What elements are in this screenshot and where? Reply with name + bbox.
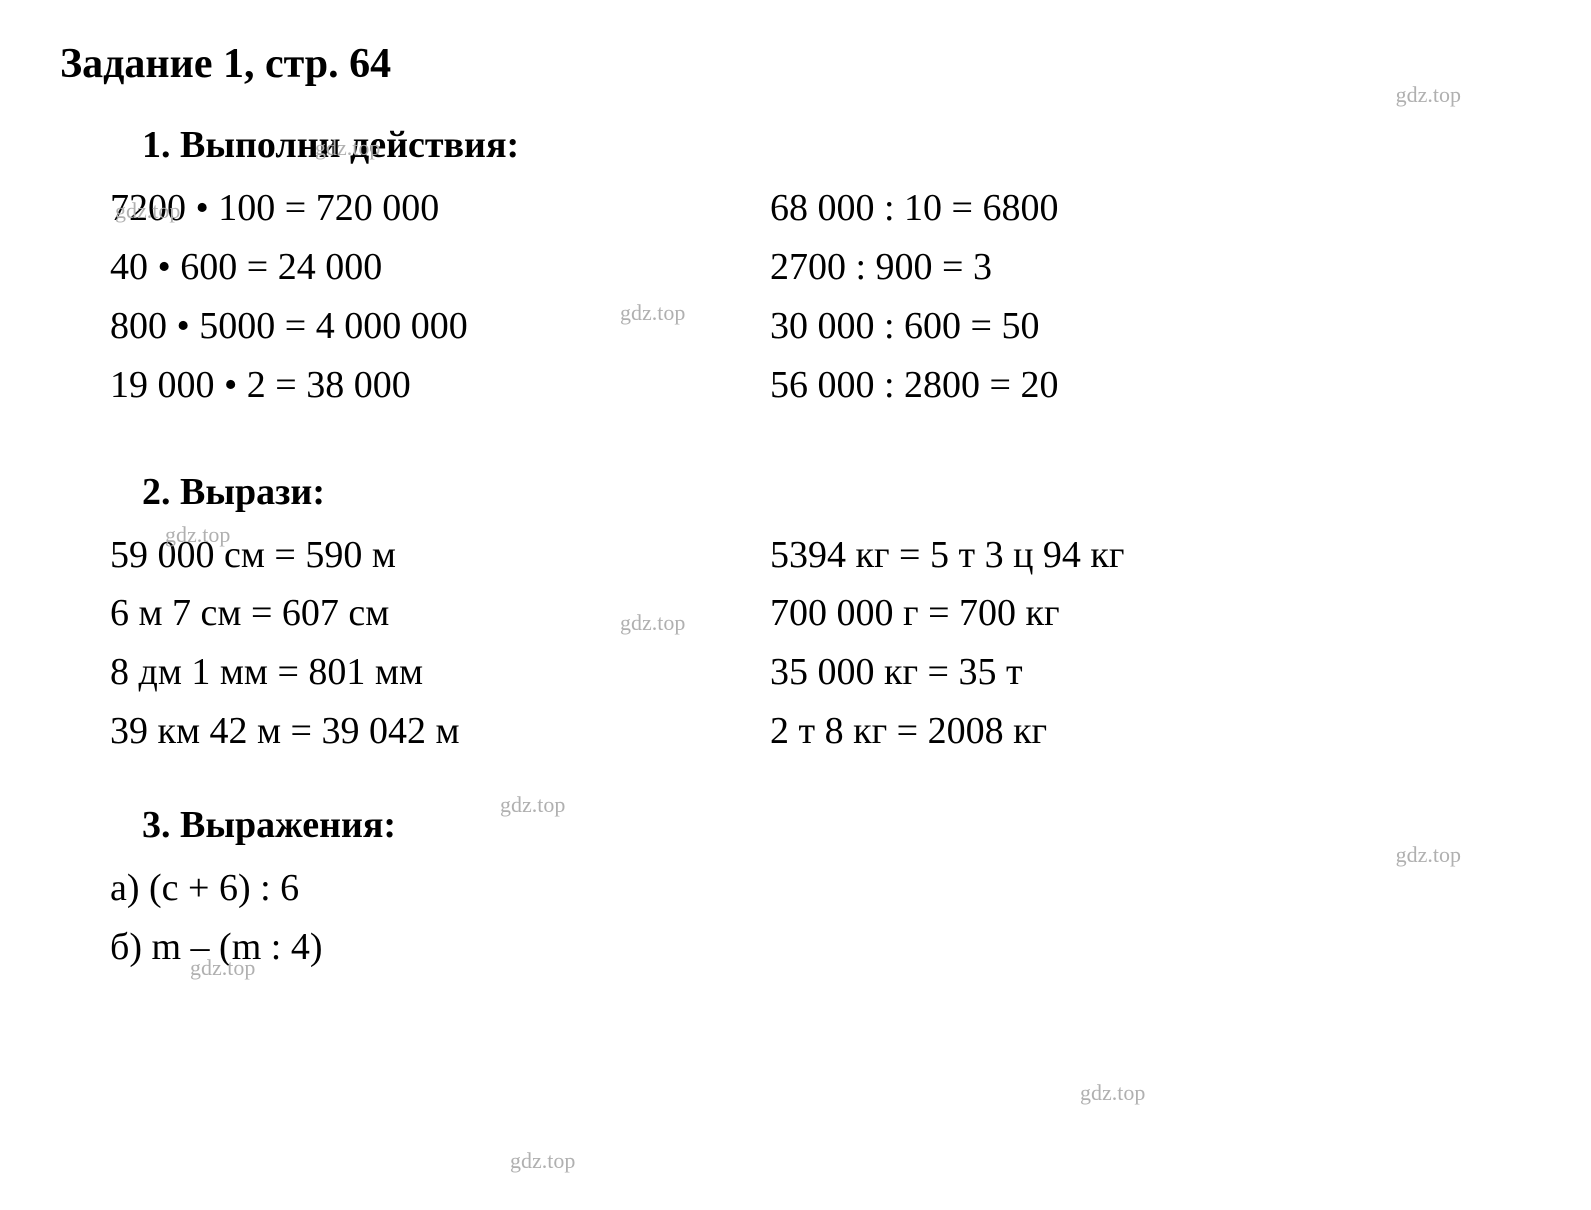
section-1-columns: 7200 • 100 = 720 000 40 • 600 = 24 000 8… (110, 179, 1531, 415)
section-1: 1. Выполни действия: 7200 • 100 = 720 00… (110, 123, 1531, 415)
conversion-line: 39 км 42 м = 39 042 м (110, 702, 770, 761)
equation-line: 56 000 : 2800 = 20 (770, 356, 1531, 415)
watermark: gdz.top (165, 522, 230, 548)
conversion-line: 8 дм 1 мм = 801 мм (110, 643, 770, 702)
watermark: gdz.top (115, 198, 180, 224)
equation-line: 30 000 : 600 = 50 (770, 297, 1531, 356)
section-1-col-left: 7200 • 100 = 720 000 40 • 600 = 24 000 8… (110, 179, 770, 415)
conversion-line: 35 000 кг = 35 т (770, 643, 1531, 702)
section-2-header: 2. Вырази: (142, 470, 1531, 514)
equation-line: 7200 • 100 = 720 000 (110, 179, 770, 238)
expression-line: а) (c + 6) : 6 (110, 859, 1531, 918)
section-3: 3. Выражения: а) (c + 6) : 6 б) m – (m :… (110, 803, 1531, 977)
page-container: Задание 1, стр. 64 gdz.top gdz.top gdz.t… (60, 40, 1531, 977)
watermark: gdz.top (620, 610, 685, 636)
section-2-col-right: 5394 кг = 5 т 3 ц 94 кг 700 000 г = 700 … (770, 526, 1531, 762)
section-2: 2. Вырази: 59 000 см = 590 м 6 м 7 см = … (110, 470, 1531, 762)
watermark: gdz.top (1396, 842, 1461, 868)
section-2-columns: 59 000 см = 590 м 6 м 7 см = 607 см 8 дм… (110, 526, 1531, 762)
equation-line: 68 000 : 10 = 6800 (770, 179, 1531, 238)
equation-line: 19 000 • 2 = 38 000 (110, 356, 770, 415)
section-2-col-left: 59 000 см = 590 м 6 м 7 см = 607 см 8 дм… (110, 526, 770, 762)
watermark: gdz.top (500, 792, 565, 818)
watermark: gdz.top (190, 955, 255, 981)
equation-line: 40 • 600 = 24 000 (110, 238, 770, 297)
watermark: gdz.top (1080, 1080, 1145, 1106)
conversion-line: 700 000 г = 700 кг (770, 584, 1531, 643)
watermark: gdz.top (1396, 82, 1461, 108)
section-3-header: 3. Выражения: (142, 803, 1531, 847)
equation-line: 2700 : 900 = 3 (770, 238, 1531, 297)
page-title: Задание 1, стр. 64 (60, 40, 1531, 88)
section-1-col-right: 68 000 : 10 = 6800 2700 : 900 = 3 30 000… (770, 179, 1531, 415)
watermark: gdz.top (510, 1148, 575, 1174)
conversion-line: 2 т 8 кг = 2008 кг (770, 702, 1531, 761)
watermark: gdz.top (620, 300, 685, 326)
conversion-line: 5394 кг = 5 т 3 ц 94 кг (770, 526, 1531, 585)
expression-line: б) m – (m : 4) (110, 918, 1531, 977)
watermark: gdz.top (315, 135, 380, 161)
